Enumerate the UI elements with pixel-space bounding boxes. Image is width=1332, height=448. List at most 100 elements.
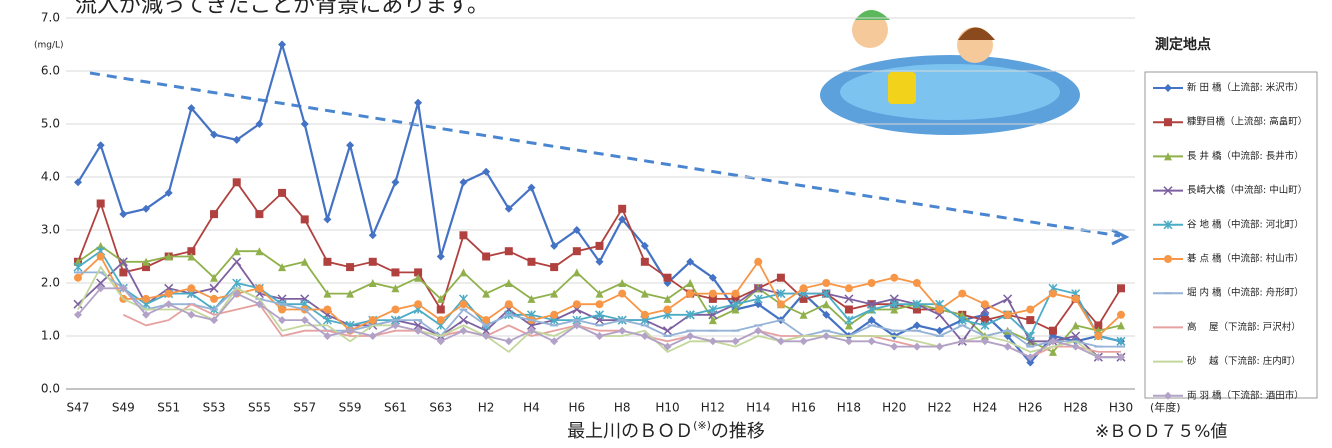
marker bbox=[822, 279, 831, 287]
marker bbox=[210, 273, 219, 282]
marker bbox=[640, 257, 649, 266]
marker bbox=[1071, 331, 1081, 341]
marker bbox=[300, 257, 309, 266]
marker bbox=[142, 294, 151, 303]
marker bbox=[618, 204, 627, 213]
marker bbox=[754, 257, 763, 266]
marker bbox=[142, 257, 151, 266]
marker bbox=[935, 342, 944, 351]
marker bbox=[74, 273, 82, 282]
marker bbox=[550, 241, 559, 250]
marker bbox=[799, 294, 808, 303]
marker bbox=[368, 231, 377, 240]
marker bbox=[640, 332, 649, 340]
marker bbox=[776, 300, 785, 309]
x-tick-label: S51 bbox=[157, 401, 180, 415]
marker bbox=[1163, 186, 1173, 196]
marker bbox=[731, 337, 740, 346]
trend-arrow bbox=[89, 71, 1121, 238]
marker bbox=[1164, 391, 1172, 400]
marker bbox=[572, 321, 581, 330]
legend-label: 谷 地 橋（中流部: 河北町） bbox=[1187, 218, 1304, 230]
marker bbox=[368, 279, 377, 287]
marker bbox=[278, 316, 287, 325]
marker bbox=[232, 289, 241, 298]
marker bbox=[1164, 84, 1172, 92]
marker bbox=[187, 247, 196, 256]
marker bbox=[96, 278, 106, 288]
y-tick-label: 3.0 bbox=[41, 223, 60, 237]
marker bbox=[391, 268, 400, 277]
marker bbox=[1117, 310, 1125, 319]
x-tick-label: H18 bbox=[837, 401, 861, 415]
x-unit: (年度) bbox=[1150, 400, 1181, 414]
marker bbox=[436, 305, 445, 314]
x-tick-label: H14 bbox=[746, 401, 770, 415]
marker bbox=[822, 332, 831, 340]
marker bbox=[73, 299, 83, 309]
marker bbox=[1164, 118, 1172, 127]
marker bbox=[980, 316, 989, 325]
marker bbox=[414, 300, 423, 309]
marker bbox=[663, 294, 672, 303]
marker bbox=[1117, 284, 1125, 293]
marker bbox=[572, 300, 581, 309]
marker bbox=[867, 279, 876, 287]
marker bbox=[618, 215, 627, 224]
caption-main: 最上川のＢＯＤ bbox=[567, 421, 693, 442]
marker bbox=[1094, 353, 1103, 362]
marker bbox=[504, 279, 513, 287]
legend-box bbox=[1144, 71, 1318, 399]
marker bbox=[164, 188, 173, 197]
marker bbox=[550, 263, 559, 272]
marker bbox=[1117, 353, 1125, 362]
marker bbox=[459, 178, 468, 187]
series bbox=[73, 257, 1126, 362]
marker bbox=[323, 332, 332, 340]
y-tick-label: 4.0 bbox=[41, 170, 60, 184]
marker bbox=[890, 342, 899, 351]
caption-end: の推移 bbox=[711, 421, 765, 442]
marker bbox=[255, 210, 264, 219]
marker bbox=[912, 342, 921, 351]
marker bbox=[459, 268, 468, 277]
marker bbox=[323, 289, 332, 298]
marker bbox=[776, 273, 785, 282]
marker bbox=[731, 294, 740, 303]
marker bbox=[119, 268, 128, 277]
marker bbox=[164, 289, 173, 298]
y-tick-label: 6.0 bbox=[41, 64, 60, 78]
marker bbox=[708, 304, 718, 315]
marker bbox=[482, 332, 491, 340]
x-tick-label: S53 bbox=[203, 401, 226, 415]
x-tick-label: H12 bbox=[701, 401, 725, 415]
marker bbox=[323, 215, 332, 224]
marker bbox=[300, 316, 309, 325]
marker bbox=[459, 231, 468, 240]
marker bbox=[889, 299, 899, 309]
marker bbox=[663, 342, 672, 351]
marker bbox=[142, 204, 151, 213]
marker bbox=[346, 326, 355, 335]
marker bbox=[822, 300, 831, 309]
marker bbox=[504, 247, 513, 256]
marker bbox=[482, 167, 491, 176]
marker bbox=[550, 337, 559, 346]
top-text: 流入が減ってきたことが背景にあります。 bbox=[75, 0, 489, 18]
marker bbox=[572, 268, 581, 277]
marker bbox=[686, 279, 695, 287]
marker bbox=[436, 316, 445, 325]
marker bbox=[482, 316, 491, 325]
x-tick-label: H16 bbox=[791, 401, 815, 415]
x-tick-label: H26 bbox=[1018, 401, 1042, 415]
marker bbox=[436, 252, 445, 261]
marker bbox=[96, 252, 105, 261]
marker bbox=[1164, 255, 1172, 263]
marker bbox=[731, 289, 740, 298]
marker bbox=[458, 315, 468, 325]
marker bbox=[255, 120, 264, 128]
marker bbox=[844, 337, 853, 346]
marker bbox=[595, 300, 604, 309]
marker bbox=[210, 130, 219, 139]
marker bbox=[232, 247, 241, 256]
